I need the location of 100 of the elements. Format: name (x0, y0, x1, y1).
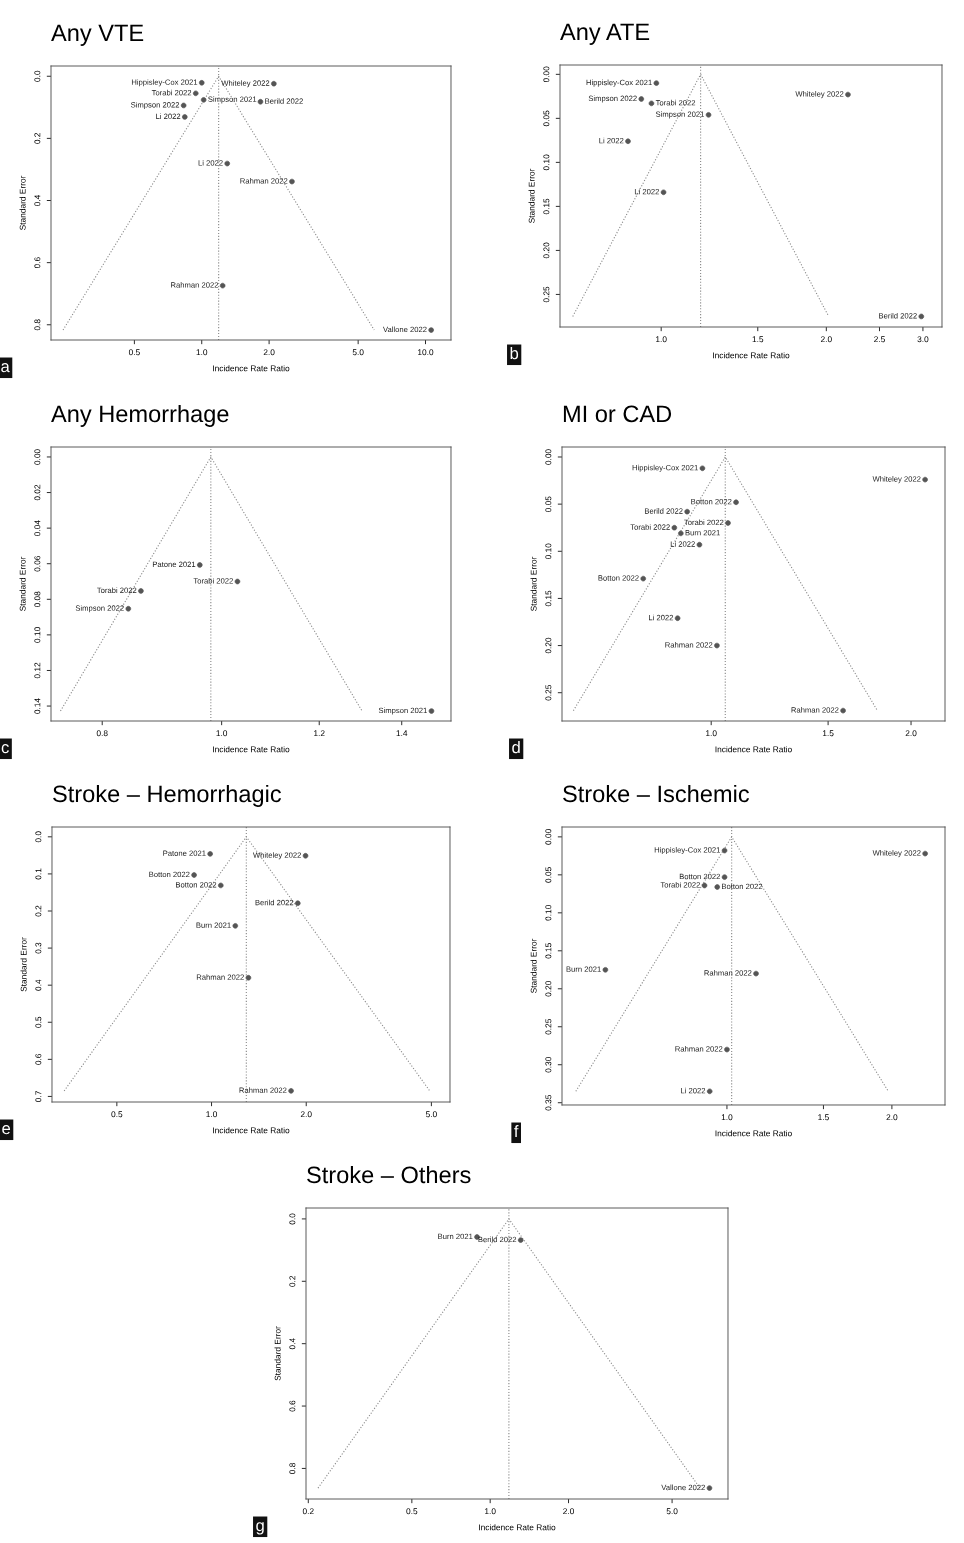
y-tick-label: 0.25 (545, 1019, 552, 1035)
y-tick-label: 0.0 (35, 831, 42, 843)
y-tick-label: 0.0 (34, 70, 41, 82)
x-tick-label: 1.2 (314, 730, 325, 737)
y-tick-label: 0.10 (545, 543, 552, 560)
y-tick-label: 0.30 (545, 1056, 552, 1073)
chart-title: Any Hemorrhage (51, 404, 229, 427)
y-axis-title: Standard Error (530, 556, 537, 611)
y-axis-title: Standard Error (528, 168, 535, 223)
y-tick-label: 0.25 (543, 286, 550, 303)
y-tick-label: 0.20 (543, 242, 550, 259)
y-tick-label: 0.00 (34, 449, 41, 465)
y-tick-label: 0.15 (545, 943, 552, 959)
y-tick-label: 0.15 (545, 590, 552, 607)
x-axis-title: Incidence Rate Ratio (213, 746, 290, 753)
x-axis-title: Incidence Rate Ratio (213, 365, 290, 372)
y-tick-label: 0.4 (289, 1338, 296, 1350)
x-tick-label: 2.0 (820, 336, 832, 343)
y-axis-title: Standard Error (19, 556, 26, 611)
y-tick-label: 0.15 (543, 198, 550, 215)
y-tick-label: 0.5 (35, 1016, 42, 1028)
x-tick-label: 0.8 (96, 730, 108, 737)
x-tick-label: 1.0 (485, 1508, 496, 1515)
y-tick-label: 0.10 (543, 154, 550, 171)
x-tick-label: 1.0 (721, 1114, 733, 1121)
y-axis-title: Standard Error (274, 1326, 281, 1381)
chart-title: Stroke – Hemorrhagic (53, 784, 282, 807)
x-tick-label: 0.5 (128, 349, 140, 356)
y-tick-label: 0.05 (545, 496, 552, 512)
y-tick-label: 0.12 (34, 662, 41, 679)
y-tick-label: 0.6 (289, 1400, 296, 1412)
y-tick-label: 0.05 (545, 867, 552, 883)
chart-title: Stroke – Ischemic (563, 784, 750, 803)
x-tick-label: 2.0 (886, 1114, 898, 1121)
y-tick-label: 0.7 (35, 1091, 42, 1102)
text: g (256, 1522, 264, 1535)
y-tick-label: 0.02 (34, 484, 41, 501)
x-tick-label: 1.0 (706, 730, 717, 737)
y-tick-label: 0.6 (34, 257, 41, 269)
y-tick-label: 0.4 (34, 194, 41, 206)
y-tick-label: 0.1 (35, 868, 42, 880)
y-tick-label: 0.6 (35, 1053, 42, 1065)
y-tick-label: 0.00 (545, 829, 552, 845)
x-tick-label: 1.0 (216, 730, 228, 737)
chart-title: Stroke – Others (307, 1165, 471, 1184)
x-tick-label: 1.0 (206, 1111, 218, 1118)
y-tick-label: 0.25 (545, 684, 552, 701)
x-tick-label: 0.2 (302, 1508, 314, 1515)
x-tick-label: 2.0 (263, 349, 275, 356)
x-tick-label: 1.5 (818, 1114, 829, 1121)
y-tick-label: 0.3 (35, 942, 42, 954)
chart-title: Any VTE (51, 24, 144, 46)
x-tick-label: 5.0 (666, 1508, 678, 1515)
y-tick-label: 0.4 (35, 979, 42, 991)
chart-title: MI or CAD (563, 405, 672, 423)
x-tick-label: 1.4 (396, 730, 408, 737)
y-tick-label: 0.10 (545, 905, 552, 921)
y-tick-label: 0.20 (545, 981, 552, 997)
y-tick-label: 0.8 (289, 1463, 296, 1474)
y-tick-label: 0.0 (289, 1213, 296, 1225)
y-tick-label: 0.04 (34, 520, 41, 536)
x-tick-label: 10.0 (418, 349, 434, 356)
y-tick-label: 0.8 (34, 319, 41, 331)
x-tick-label: 3.0 (917, 336, 929, 343)
x-tick-label: 5.0 (352, 349, 364, 356)
y-tick-label: 0.2 (35, 905, 42, 917)
y-tick-label: 0.00 (545, 449, 552, 465)
x-tick-label: 1.0 (196, 349, 208, 356)
x-tick-label: 0.5 (111, 1111, 123, 1118)
x-axis-title: Incidence Rate Ratio (715, 1130, 792, 1137)
text: a (1, 363, 10, 373)
text: e (2, 1125, 11, 1135)
y-tick-label: 0.35 (545, 1094, 552, 1111)
x-axis-title: Incidence Rate Ratio (715, 746, 792, 753)
x-tick-label: 2.0 (563, 1508, 574, 1515)
y-axis-title: Standard Error (20, 937, 27, 992)
y-tick-label: 0.14 (34, 698, 41, 714)
x-axis-title: Incidence Rate Ratio (213, 1127, 290, 1134)
x-axis-title: Incidence Rate Ratio (713, 352, 790, 359)
x-tick-label: 1.5 (752, 336, 764, 343)
x-tick-label: 0.5 (406, 1508, 418, 1515)
y-axis-title: Standard Error (530, 938, 537, 993)
x-tick-label: 1.5 (822, 730, 834, 737)
y-tick-label: 0.2 (34, 133, 41, 144)
y-axis-title: Standard Error (19, 175, 26, 230)
x-tick-label: 2.5 (874, 336, 885, 343)
chart-title: Any ATE (560, 23, 650, 45)
x-axis-title: Incidence Rate Ratio (479, 1524, 556, 1531)
y-tick-label: 0.2 (289, 1275, 296, 1287)
x-tick-label: 2.0 (300, 1111, 312, 1118)
x-tick-label: 1.0 (656, 336, 667, 343)
text: b (510, 347, 519, 360)
y-tick-label: 0.10 (34, 627, 41, 643)
y-tick-label: 0.06 (34, 555, 41, 572)
text: f (514, 1125, 519, 1138)
x-tick-label: 5.0 (425, 1111, 437, 1118)
text: d (512, 741, 520, 754)
y-tick-label: 0.00 (543, 66, 550, 83)
y-tick-label: 0.05 (543, 110, 550, 127)
y-tick-label: 0.20 (545, 637, 552, 654)
